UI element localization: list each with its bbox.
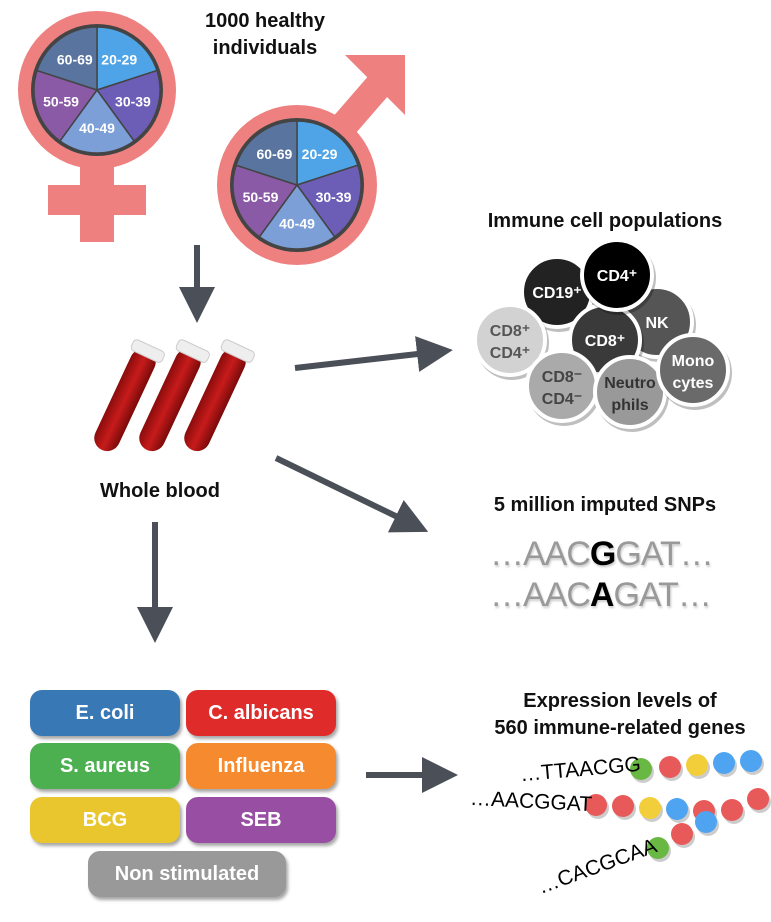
stimulus-e-coli: E. coli	[30, 690, 180, 736]
pie-slice-40-49	[58, 88, 136, 154]
bead-blue	[740, 750, 762, 772]
age-label: 20-29	[302, 146, 338, 162]
svg-text:CD19⁺: CD19⁺	[532, 285, 581, 302]
pie-slice-60-69	[235, 120, 298, 187]
stimulus-c-albicans: C. albicans	[186, 690, 336, 736]
whole-blood-label: Whole blood	[100, 480, 220, 502]
bead-blue	[666, 798, 688, 820]
bead-red	[612, 795, 634, 817]
age-label: 50-59	[43, 94, 79, 110]
age-label: 20-29	[101, 51, 137, 67]
age-label: 50-59	[243, 189, 279, 205]
immune-cells: CD19⁺ NK CD8⁺ CD4⁺ CD8⁺ CD4⁺ CD8⁻ CD4⁻ Neutro phi…	[473, 238, 732, 432]
bead-red	[659, 756, 681, 778]
svg-text:CD8⁺: CD8⁺	[490, 323, 530, 340]
cell-cd8⁻-cd4⁻: CD8⁻ CD4⁻	[525, 349, 601, 426]
expression-title-1: Expression levels of	[523, 690, 717, 712]
bead-red	[585, 794, 607, 816]
arrow-to-cells	[294, 336, 453, 372]
age-label: 30-39	[115, 94, 151, 110]
blood-tubes-icon	[94, 339, 255, 452]
expression-beads	[585, 750, 771, 862]
bead-red	[747, 788, 769, 810]
snp-prefix: …AAC	[490, 576, 591, 614]
snp-sequence-2: …AACAGAT…	[490, 576, 712, 615]
bead-green	[630, 758, 652, 780]
age-label: 40-49	[279, 215, 315, 231]
svg-text:CD4⁺: CD4⁺	[490, 345, 530, 362]
bead-red	[721, 799, 743, 821]
svg-text:Mono: Mono	[672, 353, 715, 370]
svg-text:Neutro: Neutro	[604, 375, 656, 392]
bead-blue	[695, 811, 717, 833]
stimulus-seb: SEB	[186, 797, 336, 843]
snps-title: 5 million imputed SNPs	[493, 494, 717, 516]
age-label: 60-69	[57, 51, 93, 67]
snp-suffix: GAT…	[615, 535, 713, 573]
arrow-to-snps	[274, 455, 429, 533]
stimulus-bcg: BCG	[30, 797, 180, 843]
pie-slice-60-69	[36, 26, 98, 92]
pie-slice-30-39	[295, 164, 362, 238]
svg-text:cytes: cytes	[673, 375, 714, 392]
pie-slice-50-59	[33, 69, 99, 143]
cell-cd4⁺-: CD4⁺	[580, 238, 656, 315]
bead-red	[671, 823, 693, 845]
cells-title: Immune cell populations	[487, 210, 723, 232]
snp-sequence-1: …AACGGAT…	[490, 535, 714, 574]
snp-allele: G	[589, 535, 616, 573]
age-label: 60-69	[257, 146, 293, 162]
bead-yellow	[686, 754, 708, 776]
svg-text:CD8⁺: CD8⁺	[585, 333, 625, 350]
snp-allele: A	[589, 576, 615, 614]
snp-suffix: GAT…	[613, 576, 711, 614]
stimulus-non-stimulated: Non stimulated	[88, 851, 286, 897]
cell-neutro-phils: Neutro phils	[593, 355, 669, 432]
pie-slice-20-29	[296, 120, 359, 187]
cell-cd19⁺-: CD19⁺	[520, 255, 596, 332]
expression-title-2: 560 immune-related genes	[494, 717, 746, 739]
age-label: 30-39	[316, 189, 352, 205]
svg-text:CD8⁻: CD8⁻	[542, 369, 582, 386]
snp-prefix: …AAC	[490, 535, 591, 573]
svg-text:NK: NK	[645, 315, 669, 332]
bead-yellow	[639, 797, 661, 819]
pie-slice-20-29	[96, 26, 158, 92]
pie-slice-30-39	[95, 69, 161, 143]
svg-text:CD4⁻: CD4⁻	[542, 391, 582, 408]
bead-blue	[713, 752, 735, 774]
cell-mono-cytes: Mono cytes	[656, 333, 732, 410]
svg-text:CD4⁺: CD4⁺	[597, 268, 637, 285]
cohort-title: 1000 healthy individuals	[204, 10, 326, 59]
stimulus-influenza: Influenza	[186, 743, 336, 789]
cell-cd8⁺-cd4⁺: CD8⁺ CD4⁺	[473, 303, 549, 380]
age-label: 40-49	[79, 120, 115, 136]
pie-slice-50-59	[232, 164, 299, 238]
pie-slice-40-49	[258, 183, 336, 250]
stimulus-s-aureus: S. aureus	[30, 743, 180, 789]
bead-green	[647, 837, 669, 859]
svg-text:phils: phils	[611, 397, 648, 414]
